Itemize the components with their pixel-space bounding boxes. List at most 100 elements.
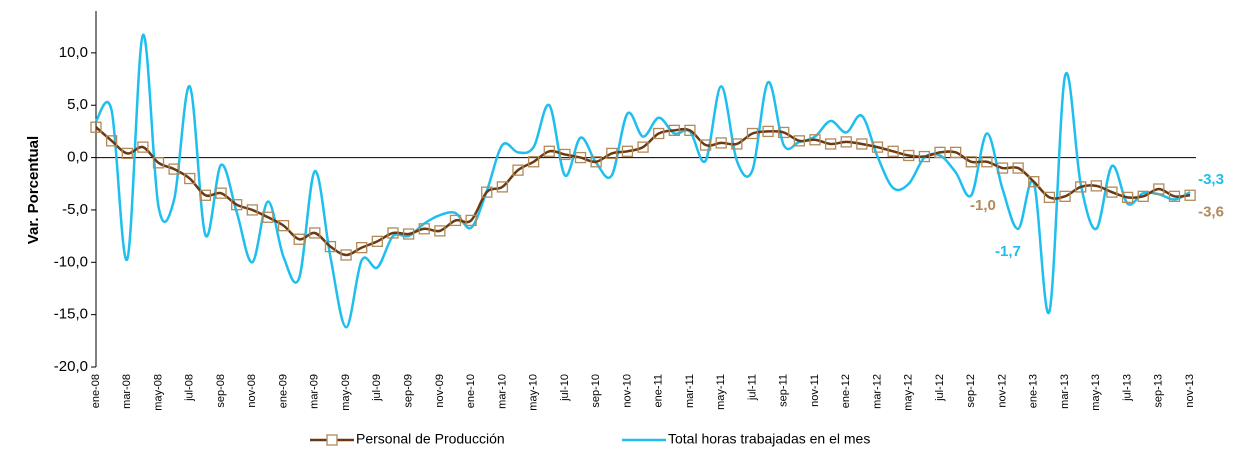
- marker: [293, 233, 305, 245]
- x-tick-label: ene-08: [90, 374, 102, 408]
- x-tick-label: nov-10: [621, 374, 633, 408]
- x-tick-label: sep-13: [1153, 374, 1165, 408]
- y-tick-label: 0,0: [67, 149, 88, 166]
- marker: [762, 125, 774, 138]
- marker: [90, 121, 102, 133]
- marker: [1043, 191, 1056, 204]
- x-tick-label: nov-13: [1184, 374, 1196, 408]
- marker: [668, 124, 680, 137]
- marker: [324, 240, 337, 253]
- marker: [887, 145, 899, 157]
- x-tick-label: nov-11: [809, 374, 821, 407]
- marker: [496, 181, 509, 193]
- marker: [699, 139, 712, 151]
- annotation: -1,7: [995, 243, 1021, 260]
- series-line: [94, 33, 1191, 329]
- x-tick-label: ene-12: [840, 374, 852, 408]
- marker: [387, 227, 399, 239]
- x-tick-label: may-08: [152, 374, 164, 411]
- x-tick-label: may-13: [1090, 374, 1102, 411]
- y-tick-label: -10,0: [54, 253, 88, 270]
- legend-label: Personal de Producción: [356, 431, 505, 447]
- marker: [231, 199, 243, 211]
- y-tick-label: 10,0: [59, 44, 88, 61]
- marker: [1153, 183, 1165, 195]
- x-tick-label: nov-08: [246, 374, 258, 408]
- value-label: -3,6: [1198, 203, 1224, 220]
- marker: [621, 145, 634, 157]
- marker: [778, 126, 790, 139]
- marker: [418, 223, 430, 235]
- marker: [309, 227, 321, 239]
- marker: [1075, 181, 1087, 193]
- marker: [246, 204, 258, 216]
- marker: [1012, 162, 1024, 174]
- x-tick-label: jul-13: [1121, 374, 1133, 402]
- marker: [856, 138, 868, 150]
- marker: [996, 162, 1009, 174]
- x-tick-label: sep-09: [403, 374, 415, 408]
- x-tick-label: may-12: [903, 374, 915, 411]
- y-tick-label: 5,0: [67, 96, 88, 113]
- marker: [934, 146, 946, 159]
- marker: [527, 156, 540, 168]
- marker: [1184, 189, 1196, 201]
- marker: [277, 219, 290, 232]
- marker: [918, 150, 931, 163]
- marker: [371, 235, 383, 248]
- marker: [215, 187, 227, 199]
- x-tick-label: sep-08: [215, 374, 227, 408]
- x-tick-label: nov-09: [434, 374, 446, 408]
- y-tick-label: -15,0: [54, 306, 88, 323]
- x-tick-label: mar-10: [496, 374, 508, 409]
- marker: [184, 172, 196, 185]
- x-tick-label: may-09: [340, 374, 352, 411]
- marker: [731, 138, 743, 150]
- marker: [1121, 191, 1134, 204]
- y-axis-label: Var. Porcentual: [25, 136, 42, 244]
- marker: [590, 156, 602, 168]
- x-tick-label: mar-12: [871, 374, 883, 409]
- marker: [871, 141, 884, 153]
- marker: [449, 214, 462, 227]
- marker: [606, 147, 618, 160]
- marker: [559, 148, 571, 161]
- marker: [981, 156, 993, 168]
- x-tick-label: ene-11: [653, 374, 665, 407]
- x-tick-label: ene-10: [465, 374, 477, 408]
- marker: [465, 214, 477, 227]
- x-tick-label: jul-09: [371, 374, 383, 402]
- marker: [824, 138, 837, 150]
- marker: [950, 146, 962, 159]
- x-tick-label: jul-11: [746, 374, 758, 401]
- x-tick-label: ene-13: [1028, 374, 1040, 408]
- value-label: -3,3: [1198, 171, 1224, 188]
- marker: [434, 225, 446, 237]
- marker: [340, 249, 352, 261]
- x-tick-label: mar-09: [309, 374, 321, 409]
- marker: [1028, 176, 1040, 188]
- marker: [684, 124, 696, 137]
- marker: [653, 127, 665, 140]
- marker: [168, 163, 180, 175]
- marker: [1137, 190, 1149, 202]
- marker: [137, 141, 149, 153]
- marker: [402, 228, 415, 240]
- marker: [1168, 190, 1181, 202]
- marker: [715, 137, 727, 149]
- marker: [637, 141, 649, 153]
- marker: [481, 186, 493, 198]
- marker: [262, 211, 274, 223]
- marker: [512, 164, 524, 176]
- x-tick-label: jul-12: [934, 374, 946, 402]
- marker: [121, 147, 133, 160]
- marker: [809, 134, 821, 146]
- marker: [574, 151, 587, 164]
- marker: [152, 157, 165, 169]
- x-tick-label: nov-12: [996, 374, 1008, 408]
- marker: [793, 135, 805, 147]
- marker: [965, 156, 977, 168]
- x-tick-label: mar-08: [121, 374, 133, 409]
- y-tick-label: -20,0: [54, 358, 88, 375]
